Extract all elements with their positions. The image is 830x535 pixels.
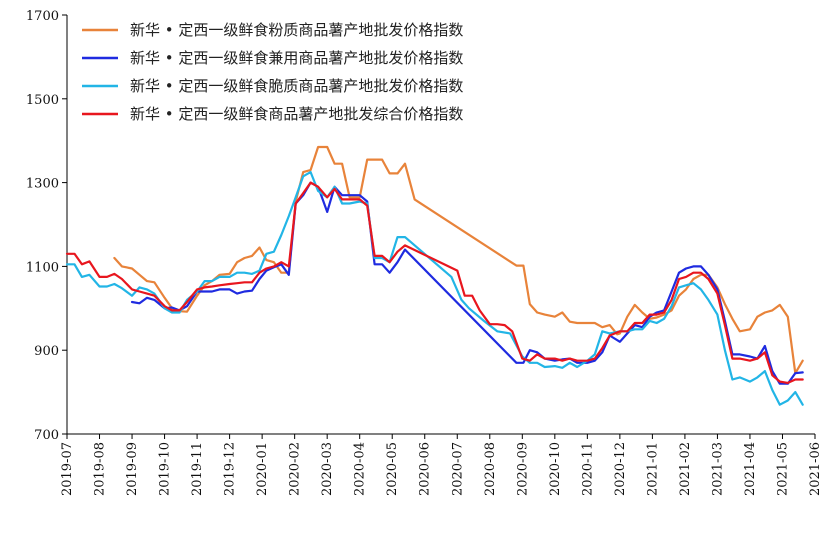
x-tick-label: 2020-06 — [418, 442, 433, 496]
x-tick-label: 2020-12 — [613, 442, 628, 496]
x-tick-label: 2021-05 — [775, 442, 790, 496]
x-tick-label: 2020-01 — [255, 442, 270, 496]
series-line-1 — [113, 145, 804, 375]
x-tick-label: 2020-10 — [548, 442, 563, 496]
x-tick-label: 2021-04 — [743, 442, 758, 496]
x-tick-label: 2020-02 — [288, 442, 303, 496]
x-tick-label: 2021-02 — [678, 442, 693, 496]
x-tick-label: 2020-05 — [385, 442, 400, 496]
x-tick-label: 2019-09 — [125, 442, 140, 496]
x-tick-label: 2019-11 — [190, 442, 205, 496]
series-line-2 — [130, 181, 804, 385]
legend-label-1: 新华 • 定西一级鲜食粉质商品薯产地批发价格指数 — [130, 21, 463, 39]
x-tick-label: 2019-08 — [93, 442, 108, 496]
x-tick-label: 2020-11 — [580, 442, 595, 496]
x-tick-label: 2020-08 — [483, 442, 498, 496]
x-tick-label: 2020-07 — [450, 442, 465, 496]
legend-label-2: 新华 • 定西一级鲜食兼用商品薯产地批发价格指数 — [130, 49, 463, 67]
axes: 700 900 1100 1300 1500 1700 2019-07 2019-08 2019… — [26, 9, 823, 496]
y-tick-label: 1100 — [26, 260, 59, 275]
y-tick-label: 900 — [34, 344, 59, 359]
x-tick-label: 2019-07 — [60, 442, 75, 496]
legend-label-4: 新华 • 定西一级鲜食商品薯产地批发综合价格指数 — [130, 105, 463, 123]
y-tick-label: 1700 — [26, 9, 59, 24]
x-tick-label: 2021-03 — [710, 442, 725, 496]
x-tick-label: 2021-06 — [808, 442, 823, 496]
series-layer — [65, 145, 804, 406]
legend-label-3: 新华 • 定西一级鲜食脆质商品薯产地批发价格指数 — [130, 77, 463, 95]
y-tick-label: 1500 — [26, 93, 59, 108]
x-tick-label: 2019-12 — [223, 442, 238, 496]
x-tick-label: 2021-01 — [645, 442, 660, 496]
series-line-3 — [65, 171, 804, 406]
x-tick-label: 2019-10 — [158, 442, 173, 496]
x-tick-label: 2020-04 — [353, 442, 368, 496]
y-tick-label: 700 — [34, 428, 59, 443]
x-tick-label: 2020-03 — [320, 442, 335, 496]
y-tick-label: 1300 — [26, 177, 59, 192]
series-line-4 — [65, 181, 804, 384]
x-tick-label: 2020-09 — [515, 442, 530, 496]
